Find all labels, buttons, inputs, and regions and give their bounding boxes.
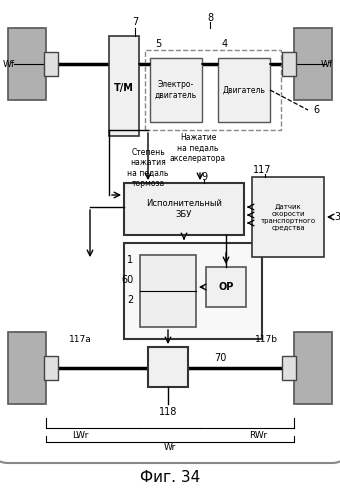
Text: Исполнительный
ЗБУ: Исполнительный ЗБУ: [146, 199, 222, 219]
Bar: [294, 332, 332, 404]
Bar: [282, 52, 296, 76]
Text: Wf: Wf: [321, 59, 333, 68]
Bar: [124, 183, 244, 235]
Text: 8: 8: [207, 13, 213, 23]
Bar: [8, 28, 46, 100]
Bar: [8, 332, 46, 404]
Bar: [150, 58, 202, 122]
Bar: [206, 267, 246, 307]
Bar: [109, 36, 139, 136]
Text: 60: 60: [122, 275, 134, 285]
Text: 118: 118: [159, 407, 177, 417]
Text: 1: 1: [127, 255, 133, 265]
Bar: [44, 356, 58, 380]
Text: 4: 4: [222, 39, 228, 49]
Bar: [218, 58, 270, 122]
Bar: [124, 243, 262, 339]
Text: 2: 2: [127, 295, 133, 305]
Text: 6: 6: [313, 105, 319, 115]
Text: RWr: RWr: [249, 431, 267, 440]
Text: T/M: T/M: [114, 83, 134, 93]
Text: Двигатель: Двигатель: [223, 85, 266, 94]
Text: 117a: 117a: [69, 335, 91, 344]
Bar: [294, 28, 332, 100]
Text: 117: 117: [253, 165, 271, 175]
Bar: [282, 356, 296, 380]
Bar: [140, 255, 196, 327]
Text: Степень
нажатия
на педаль
тормоза: Степень нажатия на педаль тормоза: [127, 148, 169, 188]
Text: 3: 3: [334, 212, 340, 222]
Text: 117b: 117b: [255, 335, 277, 344]
Text: LWr: LWr: [72, 431, 88, 440]
Text: 70: 70: [214, 353, 226, 363]
Text: 9: 9: [201, 172, 207, 182]
Text: Датчик
скорости
транспортного
средства: Датчик скорости транспортного средства: [260, 204, 316, 231]
Bar: [148, 347, 188, 387]
Bar: [252, 177, 324, 257]
FancyBboxPatch shape: [0, 0, 340, 463]
Bar: [145, 50, 281, 130]
Text: Фиг. 34: Фиг. 34: [140, 471, 200, 486]
Text: OP: OP: [218, 282, 234, 292]
Bar: [44, 52, 58, 76]
Text: Wr: Wr: [164, 444, 176, 453]
Text: Нажатие
на педаль
акселератора: Нажатие на педаль акселератора: [170, 133, 226, 163]
Text: 7: 7: [132, 17, 138, 27]
Text: Электро-
двигатель: Электро- двигатель: [155, 80, 197, 100]
Text: Wf: Wf: [3, 59, 15, 68]
Text: 5: 5: [155, 39, 161, 49]
